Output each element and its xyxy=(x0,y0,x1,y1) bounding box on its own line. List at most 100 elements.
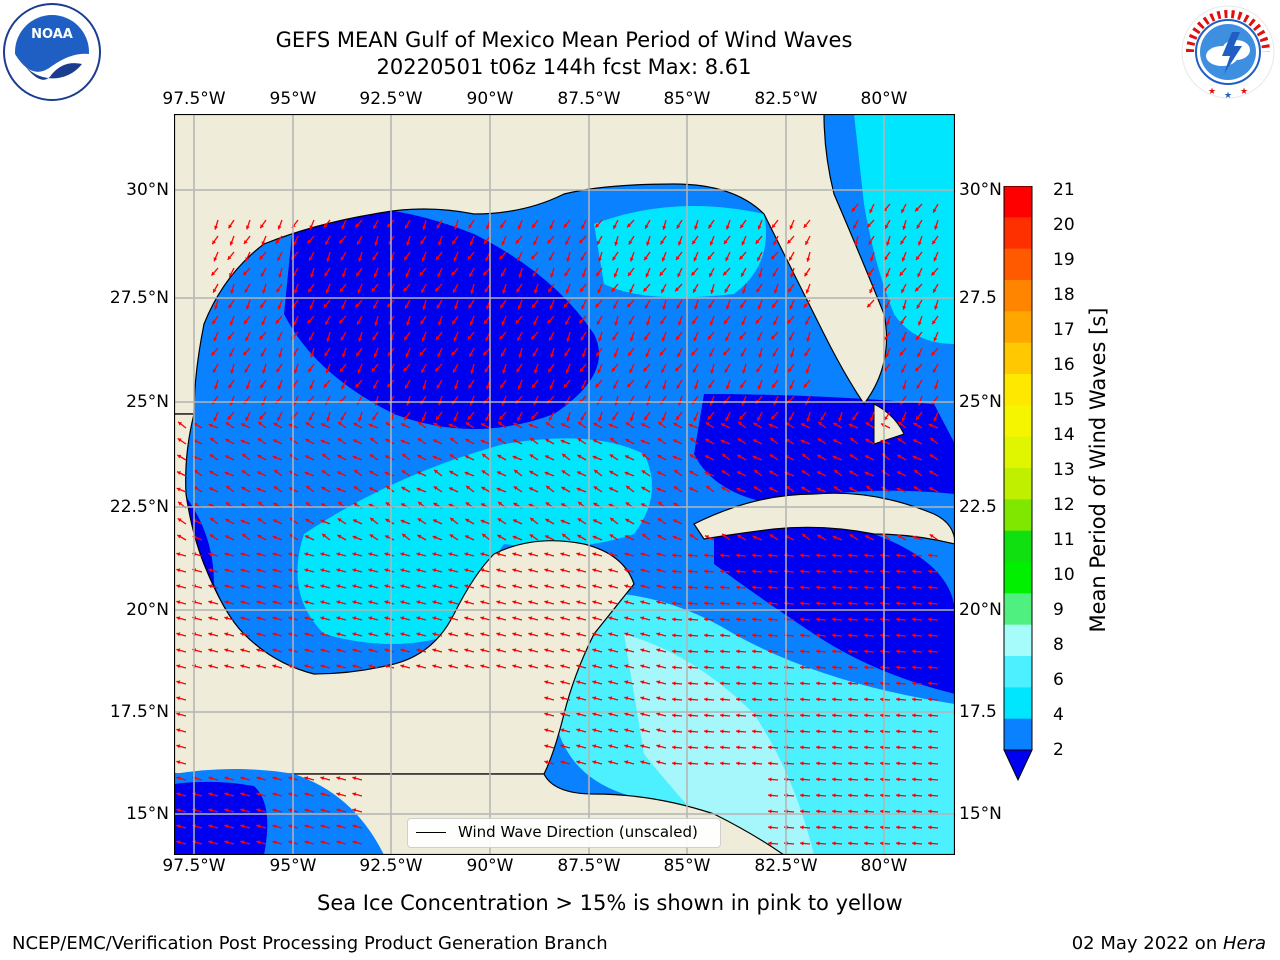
wind-arrow-head xyxy=(672,681,676,686)
wind-arrow-head xyxy=(913,439,917,443)
wind-arrow-head xyxy=(194,469,199,474)
wind-arrow-head xyxy=(352,664,357,669)
wind-arrow-head xyxy=(419,271,424,276)
wind-arrow-head xyxy=(928,713,932,718)
wind-arrow-head xyxy=(577,518,582,523)
wind-arrow-head xyxy=(800,665,804,670)
wind-arrow-head xyxy=(213,288,217,293)
wind-arrow-head xyxy=(373,224,377,229)
wind-arrow-head xyxy=(641,503,645,507)
wind-arrow-head xyxy=(277,256,281,261)
wind-arrow-head xyxy=(419,351,424,356)
nws-logo: ★ ★ ★ xyxy=(1178,4,1278,101)
wind-arrow-head xyxy=(787,319,792,324)
wind-arrow-head xyxy=(656,584,661,589)
lon-tick-top: 92.5°W xyxy=(359,89,423,109)
wind-arrow-head xyxy=(404,416,408,421)
wind-arrow-head xyxy=(385,518,390,523)
wind-arrow-head xyxy=(273,486,278,491)
wind-arrow-head xyxy=(485,257,490,262)
wind-arrow-head xyxy=(400,552,405,557)
wind-arrow-head xyxy=(658,421,663,426)
wind-arrow-head xyxy=(517,385,522,390)
wind-arrow-head xyxy=(736,601,740,606)
wind-arrow-head xyxy=(368,648,373,653)
wind-arrow-head xyxy=(213,417,218,422)
wind-arrow-head xyxy=(596,272,600,277)
wind-arrow-head xyxy=(448,664,453,669)
wind-arrow-head xyxy=(629,257,634,262)
wind-arrow-head xyxy=(176,648,181,653)
wind-arrow-head xyxy=(597,320,601,325)
wind-arrow-head xyxy=(579,239,584,244)
wind-arrow-head xyxy=(546,485,551,490)
wind-arrow-head xyxy=(227,415,232,420)
wind-arrow-head xyxy=(544,471,549,476)
wind-arrow-head xyxy=(752,569,756,574)
wind-arrow-head xyxy=(816,697,820,702)
wind-arrow-head xyxy=(465,455,469,459)
gulf-map xyxy=(174,114,955,855)
wind-arrow-head xyxy=(884,416,888,421)
wind-arrow-head xyxy=(384,616,389,621)
wind-arrow-head xyxy=(260,304,264,309)
wind-arrow-head xyxy=(564,272,569,277)
wind-arrow-head xyxy=(549,385,554,390)
wind-arrow-head xyxy=(384,568,389,573)
wind-arrow-head xyxy=(624,632,629,637)
wind-arrow-head xyxy=(384,648,389,653)
wind-arrow-head xyxy=(656,760,661,765)
wind-arrow-head xyxy=(625,455,629,459)
wind-arrow-head xyxy=(513,519,517,523)
wind-arrow-head xyxy=(720,665,724,670)
lon-tick-top: 90°W xyxy=(466,89,514,109)
wind-arrow-head xyxy=(528,423,533,428)
wind-arrow-head xyxy=(897,534,902,539)
wind-arrow-head xyxy=(768,585,772,590)
wind-arrow-head xyxy=(864,681,868,686)
wind-arrow-head xyxy=(688,745,692,750)
wind-arrow-head xyxy=(657,518,662,523)
wind-arrow-head xyxy=(513,439,517,443)
wind-arrow-head xyxy=(896,665,900,670)
wind-arrow-head xyxy=(866,485,871,490)
wind-arrow-head xyxy=(597,240,601,245)
lon-tick-top: 80°W xyxy=(860,89,908,109)
wind-arrow-head xyxy=(497,534,502,539)
wind-arrow-head xyxy=(741,352,745,357)
wind-arrow-head xyxy=(545,502,550,507)
wind-arrow-head xyxy=(598,337,603,342)
wind-arrow-head xyxy=(928,681,932,686)
colorbar-tick-label: 11 xyxy=(1053,530,1075,551)
wind-arrow-head xyxy=(757,305,762,310)
wind-arrow-head xyxy=(864,841,868,846)
wind-arrow-head xyxy=(451,271,456,276)
wind-arrow-head xyxy=(592,552,597,557)
wind-arrow-head xyxy=(613,304,617,309)
sea-ice-note: Sea Ice Concentration > 15% is shown in … xyxy=(317,891,903,915)
wind-arrow-head xyxy=(640,696,645,701)
wind-arrow-head xyxy=(467,255,472,260)
wind-arrow-head xyxy=(864,697,868,702)
wind-arrow-head xyxy=(336,568,341,573)
wind-arrow-head xyxy=(865,422,870,427)
wind-arrow-head xyxy=(817,471,821,475)
wind-arrow-head xyxy=(724,368,729,373)
wind-arrow-head xyxy=(933,208,937,213)
wind-arrow-head xyxy=(224,840,229,845)
wind-arrow-head xyxy=(673,519,677,523)
lat-tick-right: 27.5 xyxy=(959,288,997,308)
wind-arrow-head xyxy=(720,713,724,718)
wind-arrow-head xyxy=(848,617,852,622)
wind-arrow-head xyxy=(449,454,454,459)
wind-arrow-head xyxy=(802,533,807,538)
wind-arrow-head xyxy=(704,633,708,638)
wind-arrow-head xyxy=(640,728,645,733)
wind-arrow-head xyxy=(705,422,710,427)
wind-arrow-head xyxy=(912,585,916,590)
wind-arrow-head xyxy=(500,304,504,309)
wind-arrow-head xyxy=(672,585,676,590)
wind-arrow-head xyxy=(512,552,517,557)
wind-arrow-head xyxy=(304,664,309,669)
wind-arrow-head xyxy=(576,680,581,685)
